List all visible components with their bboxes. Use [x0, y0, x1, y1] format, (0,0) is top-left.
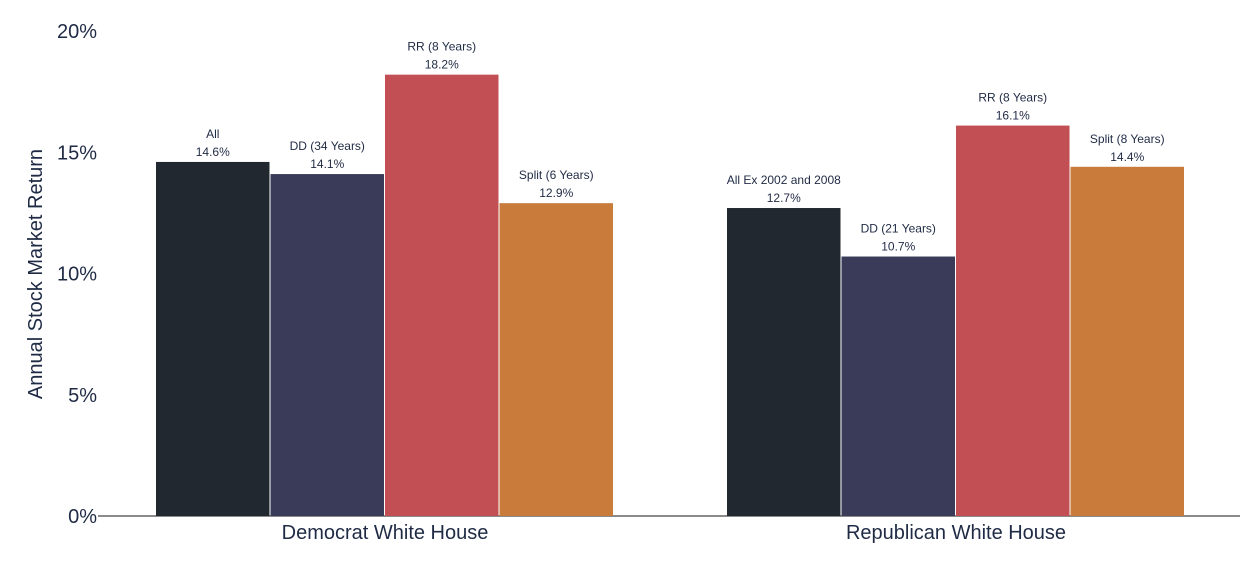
bar-value-label: 14.4%: [1110, 150, 1144, 164]
bar: [499, 203, 613, 517]
y-tick-label: 10%: [57, 264, 97, 286]
bar-series-label: DD (34 Years): [290, 139, 365, 153]
bar-series-label: Split (6 Years): [519, 168, 594, 182]
bar-series-label: RR (8 Years): [978, 91, 1047, 105]
bar-value-label: 14.6%: [196, 145, 230, 159]
bar: [727, 208, 841, 516]
bar-value-label: 16.1%: [996, 109, 1030, 123]
x-category-label: Democrat White House: [282, 522, 489, 544]
bar: [841, 256, 955, 516]
bar: [956, 125, 1070, 516]
bar-series-label: All Ex 2002 and 2008: [727, 173, 841, 187]
bar-series-label: RR (8 Years): [407, 40, 476, 54]
bar: [156, 161, 270, 516]
bar: [270, 174, 384, 516]
bar-value-label: 12.7%: [767, 191, 801, 205]
y-tick-label: 20%: [57, 21, 97, 43]
bar-series-label: All: [206, 127, 219, 141]
bar: [1070, 166, 1184, 517]
y-tick-label: 5%: [68, 385, 97, 407]
bar-value-label: 10.7%: [881, 240, 915, 254]
y-tick-label: 0%: [68, 506, 97, 528]
bar-series-label: DD (21 Years): [861, 222, 936, 236]
bar-series-label: Split (8 Years): [1090, 132, 1165, 146]
bar-value-label: 12.9%: [539, 186, 573, 200]
y-tick-label: 15%: [57, 142, 97, 164]
bar-value-label: 18.2%: [425, 58, 459, 72]
y-axis-label: Annual Stock Market Return: [25, 149, 47, 399]
bar: [385, 74, 499, 517]
x-category-label: Republican White House: [846, 522, 1066, 544]
bar-value-label: 14.1%: [310, 157, 344, 171]
